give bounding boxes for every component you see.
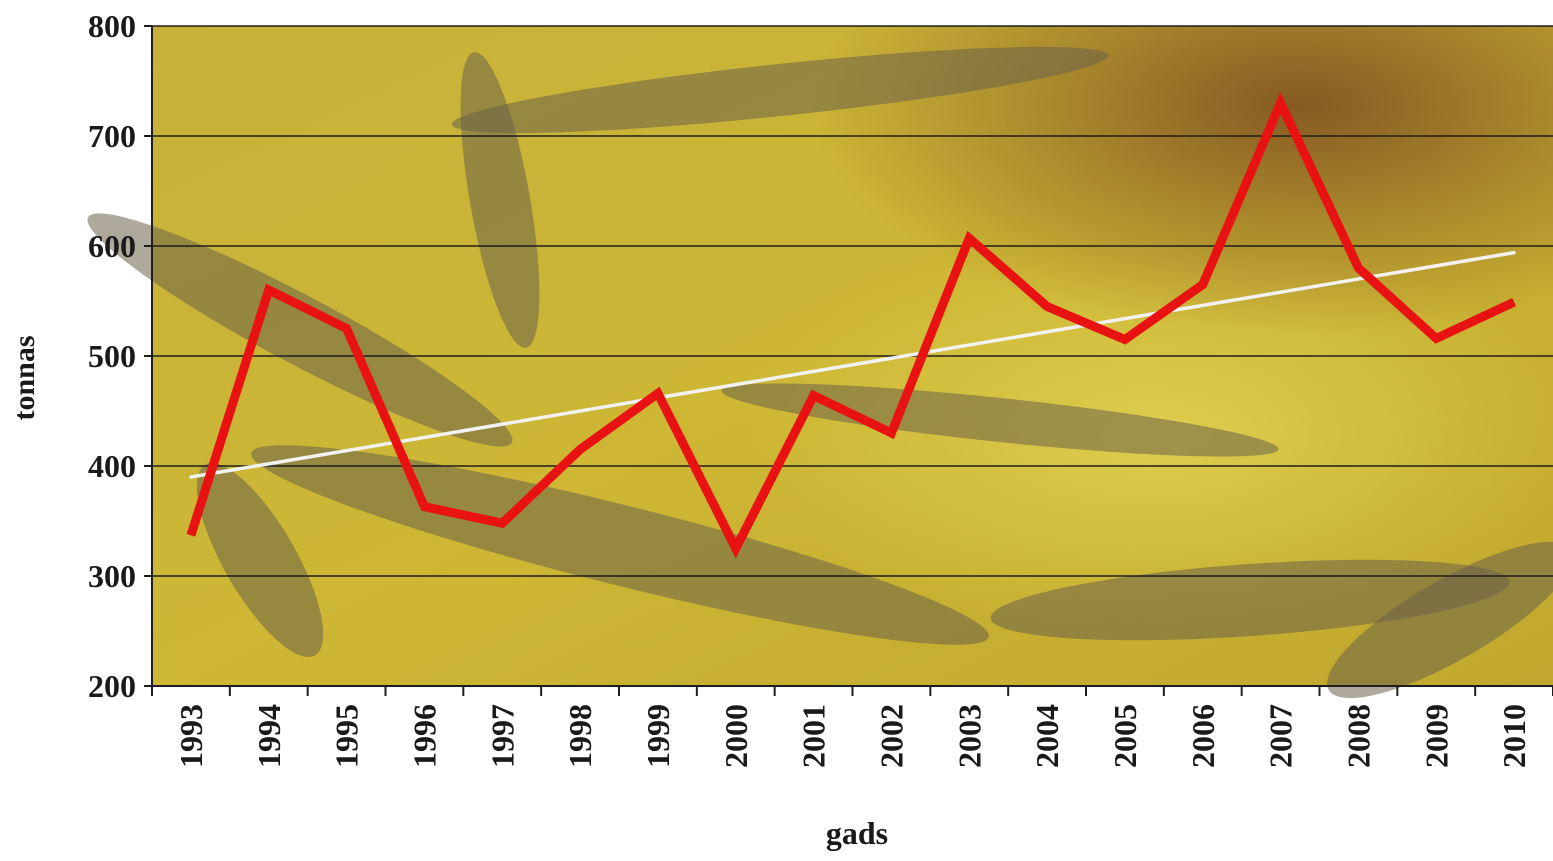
- data-point: [732, 545, 740, 553]
- data-point: [187, 531, 195, 539]
- y-tick-labels: 200 300 400 500 600 700 800: [88, 8, 136, 704]
- x-tick-label: 2010: [1496, 704, 1532, 768]
- y-tick-label: 600: [88, 228, 136, 264]
- x-tick-label: 2005: [1107, 704, 1143, 768]
- plot-background-photo: [87, 26, 1553, 699]
- axes: [144, 25, 1553, 696]
- data-point: [420, 503, 428, 511]
- data-point: [498, 519, 506, 527]
- data-point: [576, 446, 584, 454]
- x-tick-label: 1996: [406, 704, 442, 768]
- y-axis-label: tonnas: [8, 335, 41, 420]
- data-point: [810, 392, 818, 400]
- x-tick-label: 2007: [1263, 704, 1299, 768]
- gridlines: [152, 25, 1553, 577]
- x-tick-label: 2000: [718, 704, 754, 768]
- x-tick-label: 2003: [951, 704, 987, 768]
- x-tick-label: 1998: [562, 704, 598, 768]
- data-point: [1510, 298, 1518, 306]
- x-tick-label: 2001: [796, 704, 832, 768]
- x-tick-label: 2006: [1185, 704, 1221, 768]
- trendline-layer: [189, 250, 1516, 479]
- data-point: [1277, 99, 1285, 107]
- x-tick-label: 2002: [873, 704, 909, 768]
- data-point: [265, 286, 273, 294]
- trendline: [189, 250, 1516, 479]
- series-line: [186, 92, 1516, 559]
- x-tick-label: 2009: [1418, 704, 1454, 768]
- x-tick-label: 1999: [640, 704, 676, 768]
- x-tick-label: 2008: [1340, 704, 1376, 768]
- data-point: [1043, 303, 1051, 311]
- data-point: [1432, 334, 1440, 342]
- data-point: [1199, 281, 1207, 289]
- y-tick-label: 200: [88, 668, 136, 704]
- x-tick-label: 1995: [329, 704, 365, 768]
- y-tick-label: 400: [88, 448, 136, 484]
- x-axis-label: gads: [826, 815, 888, 851]
- data-point: [1354, 264, 1362, 272]
- data-point: [343, 325, 351, 333]
- x-tick-label: 2004: [1029, 704, 1065, 768]
- y-tick-label: 300: [88, 558, 136, 594]
- x-tick-label: 1997: [484, 704, 520, 768]
- data-point: [965, 234, 973, 242]
- y-tick-label: 500: [88, 338, 136, 374]
- data-point: [654, 389, 662, 397]
- y-tick-label: 700: [88, 118, 136, 154]
- data-point: [887, 429, 895, 437]
- x-tick-labels: 1993 1994 1995 1996 1997 1998 1999 2000 2001 2002…: [173, 704, 1532, 768]
- y-tick-label: 800: [88, 8, 136, 44]
- series-layer: [186, 92, 1518, 559]
- x-tick-label: 1994: [251, 704, 287, 768]
- x-tick-label: 1993: [173, 704, 209, 768]
- data-point: [1121, 336, 1129, 344]
